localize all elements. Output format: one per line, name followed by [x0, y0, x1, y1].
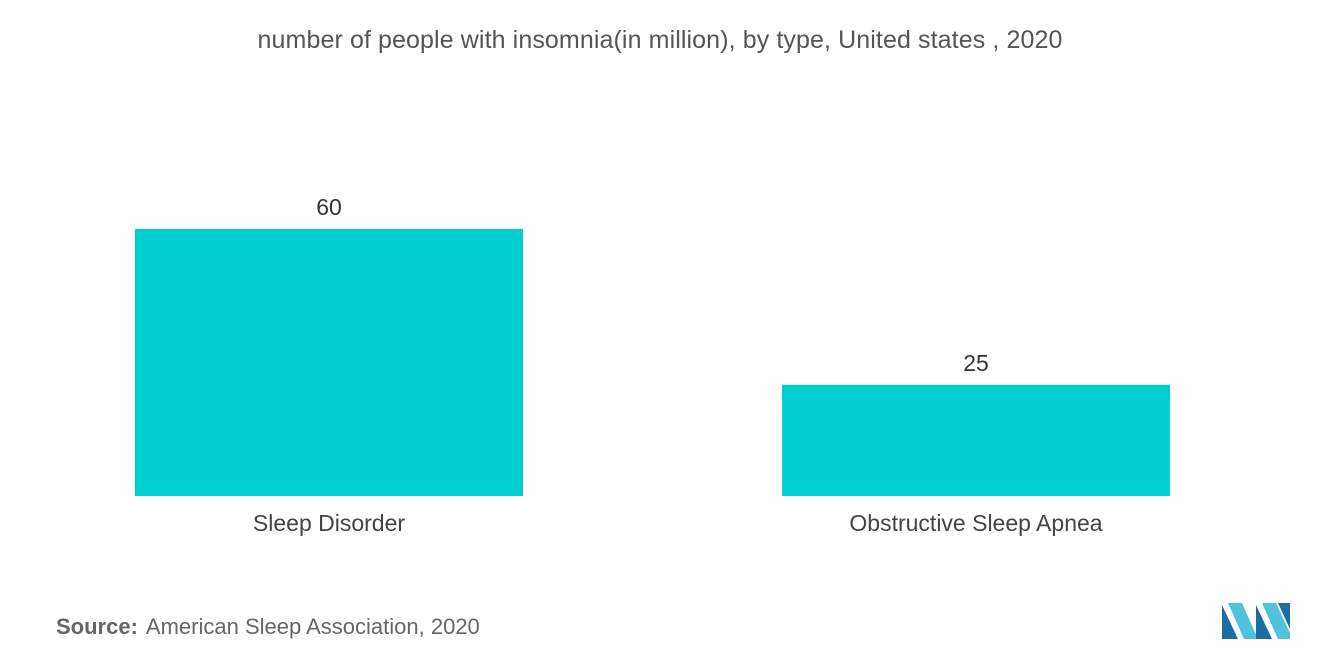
category-label-2: Obstructive Sleep Apnea: [849, 510, 1102, 536]
source-note: Source: American Sleep Association, 2020: [56, 614, 480, 640]
data-label-1: 60: [316, 194, 342, 220]
source-prefix: Source:: [56, 614, 138, 639]
chart-title: number of people with insomnia(in millio…: [257, 26, 1063, 54]
bar-1: [135, 229, 523, 496]
bar-2: [782, 384, 1170, 496]
data-label-2: 25: [963, 350, 989, 376]
category-label-1: Sleep Disorder: [253, 510, 405, 536]
bar-chart: 60 Sleep Disorder 25 Obstructive Sleep Apne…: [135, 194, 1170, 536]
mordor-intelligence-logo-icon: [1222, 603, 1290, 639]
source-text: American Sleep Association, 2020: [145, 614, 480, 639]
